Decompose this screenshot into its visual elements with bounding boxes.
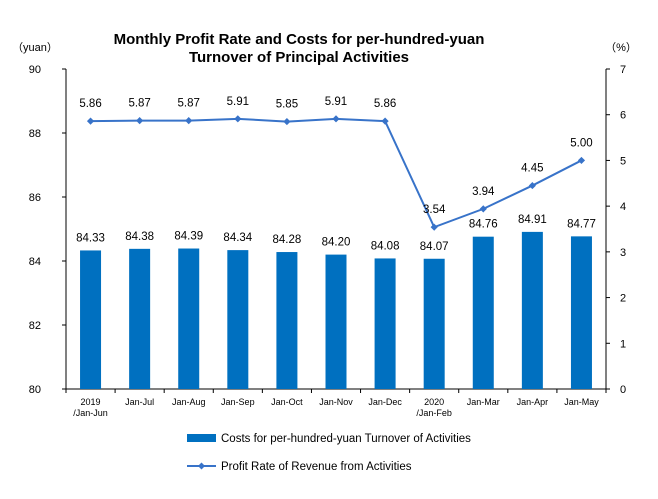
- line-point: [577, 156, 586, 165]
- line-data-label: 3.54: [423, 204, 446, 216]
- bar: [178, 248, 200, 389]
- left-axis-tick-label: 80: [29, 384, 41, 396]
- x-axis-category-label: 2019: [81, 397, 101, 407]
- line-point: [136, 117, 144, 125]
- right-axis-tick-label: 6: [620, 110, 626, 122]
- bar-data-label: 84.08: [371, 240, 400, 252]
- left-axis-tick-label: 86: [29, 192, 41, 204]
- left-axis-unit: （yuan）: [12, 41, 58, 54]
- left-axis-tick-label: 90: [29, 64, 41, 76]
- left-axis-tick-label: 88: [29, 128, 41, 140]
- bar-data-label: 84.76: [469, 219, 498, 231]
- bar: [129, 248, 151, 389]
- line-point: [234, 115, 242, 123]
- bar: [472, 236, 494, 389]
- bar-data-label: 84.07: [420, 241, 449, 253]
- x-axis-category-label: /Jan-Feb: [416, 408, 452, 418]
- left-axis-tick-label: 82: [29, 320, 41, 332]
- line-data-label: 4.45: [521, 163, 543, 175]
- bar-data-label: 84.77: [567, 218, 596, 230]
- line-data-label: 5.91: [325, 96, 347, 108]
- legend-line-label: Profit Rate of Revenue from Activities: [221, 461, 412, 473]
- x-axis-category-label: /Jan-Jun: [73, 408, 108, 418]
- line-data-label: 3.94: [472, 186, 495, 198]
- bar-data-label: 84.28: [273, 234, 302, 246]
- line-data-label: 5.85: [276, 99, 298, 111]
- line-point: [430, 223, 438, 231]
- line-point: [479, 205, 487, 213]
- right-axis-tick-label: 0: [620, 384, 626, 396]
- x-axis-category-label: Jan-Sep: [221, 397, 255, 407]
- bar-data-label: 84.91: [518, 214, 547, 226]
- legend-line-marker: [198, 462, 205, 470]
- legend-bar-label: Costs for per-hundred-yuan Turnover of A…: [221, 433, 471, 445]
- x-axis-category-label: Jan-May: [564, 397, 599, 407]
- bar: [276, 252, 298, 389]
- bar-data-label: 84.38: [125, 231, 154, 243]
- line-point: [283, 117, 291, 126]
- right-axis-tick-label: 2: [620, 293, 626, 305]
- legend-bar-swatch: [187, 434, 216, 442]
- bar: [521, 231, 543, 389]
- right-axis-unit: （%）: [605, 41, 637, 54]
- x-axis-category-label: Jan-Mar: [467, 397, 500, 407]
- x-axis-category-label: Jan-Dec: [368, 397, 402, 407]
- bar-data-label: 84.20: [322, 237, 351, 249]
- line-data-label: 5.86: [374, 98, 396, 110]
- bar: [423, 258, 445, 389]
- line-point: [332, 115, 340, 123]
- right-axis-tick-label: 3: [620, 247, 626, 259]
- line-point: [528, 181, 536, 190]
- line-data-label: 5.91: [227, 96, 249, 108]
- line-data-label: 5.00: [570, 137, 592, 149]
- line-data-label: 5.86: [79, 98, 101, 110]
- chart-title: Monthly Profit Rate and Costs for per-hu…: [114, 31, 485, 66]
- right-axis-tick-label: 7: [620, 64, 626, 76]
- x-axis-category-label: Jan-Oct: [271, 397, 303, 407]
- line-point: [185, 117, 193, 125]
- line-data-label: 5.87: [178, 98, 200, 110]
- right-axis-tick-label: 4: [620, 201, 626, 213]
- line-point: [86, 117, 95, 125]
- bar: [570, 236, 592, 389]
- x-axis-category-label: 2020: [424, 397, 444, 407]
- bar: [374, 258, 396, 389]
- bar-data-label: 84.33: [76, 232, 105, 244]
- line-series: 5.86 5.87 5.87 5.91 5.85 5.91 5.86 3.54 3.94 4.45…: [79, 96, 593, 231]
- legend: Costs for per-hundred-yuan Turnover of A…: [187, 433, 471, 473]
- category-labels: 2019/Jan-Jun Jan-Jul Jan-Aug Jan-Sep Jan-Oct…: [73, 397, 599, 418]
- chart-title-line: Monthly Profit Rate and Costs for per-hu…: [114, 31, 485, 48]
- x-axis-category-label: Jan-Aug: [172, 397, 206, 407]
- line-data-label: 5.87: [128, 98, 150, 110]
- left-axis-tick-label: 84: [29, 256, 41, 268]
- bar-series: 84.33 84.38 84.39 84.34 84.28 84.20 84.08 84.07…: [76, 214, 596, 389]
- bar: [325, 254, 347, 389]
- line-point: [381, 117, 389, 125]
- bar-data-label: 84.34: [223, 232, 252, 244]
- right-axis-tick-label: 1: [620, 338, 626, 350]
- x-axis-category-label: Jan-Nov: [319, 397, 353, 407]
- right-axis-tick-label: 5: [620, 155, 626, 167]
- chart-title-line: Turnover of Principal Activities: [189, 49, 409, 66]
- chart-axes: 80 82 84 86 88 90 0 1 2 3 4 5 6 7: [29, 64, 626, 396]
- profit-rate-line: [90, 117, 582, 229]
- bar: [80, 250, 102, 389]
- x-axis-category-label: Jan-Jul: [125, 397, 154, 407]
- bar: [227, 250, 249, 389]
- x-axis-category-label: Jan-Apr: [517, 397, 549, 407]
- bar-data-label: 84.39: [174, 231, 203, 243]
